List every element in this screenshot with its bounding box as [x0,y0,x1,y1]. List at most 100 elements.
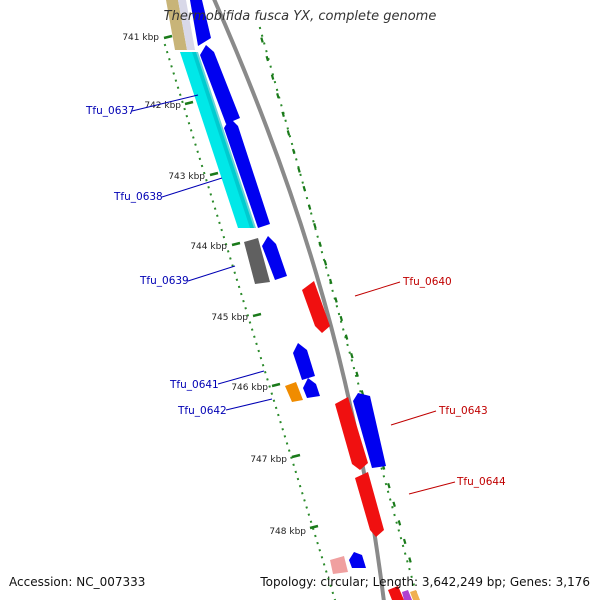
guide-dot [240,292,243,296]
forward-cds-group [190,0,386,568]
outer-tick-mark [334,297,338,303]
gene-label-tfu-0641[interactable]: Tfu_0641 [169,379,219,391]
guide-dot [211,200,215,203]
guide-dot [279,420,282,424]
guide-dot [209,193,213,196]
gene-label-tfu-0644[interactable]: Tfu_0644 [456,476,506,488]
guide-dot [200,164,204,168]
guide-dot [408,567,411,571]
outer-tick-mark [323,260,328,266]
guide-dot [401,544,405,548]
cds-arrow-tfu-0641 [293,343,315,380]
gene-label-tfu-0638[interactable]: Tfu_0638 [113,191,163,203]
outer-tick-mark [397,520,402,526]
leader-line [217,370,265,385]
guide-dot [248,321,252,324]
guide-dot [307,513,311,516]
leader-line [225,398,273,411]
kbp-tick-mark [231,241,241,247]
guide-dot [220,228,223,232]
reverse-cds-group [302,281,404,600]
guide-dot [277,413,280,417]
guide-dot [259,356,263,360]
guide-dot [337,312,341,316]
guide-dot [397,529,401,532]
guide-dot [299,173,302,177]
guide-dot [229,257,232,260]
guide-dot [350,359,354,362]
guide-dot [176,86,180,89]
outer-tick-mark [408,557,412,563]
guide-dot [172,72,175,75]
guide-dot [235,278,239,282]
outer-tick-mark [355,371,359,377]
guide-dot [218,221,221,225]
guide-dot [233,271,236,274]
leader-line [187,265,236,282]
gene-labels: Tfu_0637 Tfu_0638 Tfu_0639 Tfu_0640 Tfu_… [85,105,506,488]
gene-label-tfu-0642[interactable]: Tfu_0642 [177,405,227,417]
kbp-tick-mark [163,34,173,40]
kbp-labels: 741 kbp 742 kbp 743 kbp 744 kbp 745 kbp … [122,33,306,537]
cds-arrow-tfu-0644 [355,472,384,537]
kbp-label: 745 kbp [211,313,248,323]
guide-dot [324,266,328,269]
guide-dot [389,498,392,501]
guide-dot [260,34,264,37]
guide-dot [395,521,398,524]
cyan-feature-shade [192,52,256,228]
kbp-tick-mark [309,524,319,530]
guide-dot [406,560,409,563]
orange-feature [285,382,303,402]
guide-dot [295,158,298,161]
guide-dot [198,157,202,161]
outer-tick-mark [297,167,301,173]
kbp-label: 746 kbp [231,383,268,393]
leader-line [354,281,401,297]
pink-feature [330,556,348,574]
guide-dot [185,114,189,118]
gene-label-tfu-0643[interactable]: Tfu_0643 [438,405,488,417]
gene-label-tfu-0639[interactable]: Tfu_0639 [139,275,189,287]
guide-dot [309,520,313,523]
guide-dot [329,584,332,588]
guide-dot [237,285,241,289]
kbp-label: 748 kbp [269,527,306,537]
guide-dot [391,506,394,509]
outer-tick-mark [265,55,270,62]
guide-dot [274,406,278,410]
guide-dot [290,456,293,459]
gene-label-tfu-0640[interactable]: Tfu_0640 [402,276,452,288]
guide-dot [298,484,302,488]
guide-dot [283,435,287,438]
accession-text: Accession: NC_007333 [9,575,146,589]
guide-dot [280,104,283,107]
guide-dot [412,583,415,586]
guide-dot [253,335,256,338]
guide-dot [266,378,269,381]
guide-dot [268,385,271,388]
guide-dot [382,475,386,478]
guide-dot [196,150,199,153]
kbp-label: 743 kbp [168,172,205,182]
guide-dot [222,235,226,239]
tan-feature [166,0,187,50]
guide-dot [314,534,317,538]
guide-dot [380,467,383,470]
guide-dot [163,43,167,47]
guide-dot [399,536,403,540]
gene-label-tfu-0637[interactable]: Tfu_0637 [85,105,135,117]
outer-tick-mark [286,130,291,136]
guide-dot [250,328,254,331]
guide-dot [335,305,339,308]
track-guides [163,26,420,600]
guide-dot [312,220,315,223]
guide-dot [269,65,272,68]
outer-tick-mark [313,223,317,229]
guide-dot [257,349,260,353]
guide-dot [359,390,362,393]
cds-arrow-forward [190,0,211,46]
guide-dot [292,463,295,467]
guide-dot [194,143,197,146]
